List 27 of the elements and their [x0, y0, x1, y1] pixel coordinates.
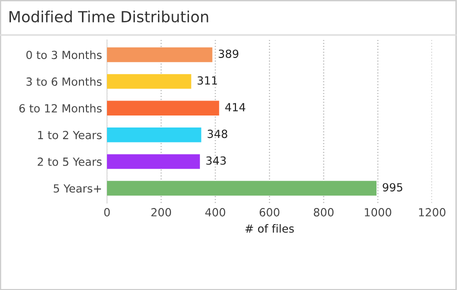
data-label: 414 — [225, 103, 246, 112]
y-tick-label: 5 Years+ — [54, 184, 101, 193]
bar — [107, 180, 376, 196]
chart-title: Modified Time Distribution — [10, 10, 208, 22]
x-tick-label: 600 — [260, 208, 280, 216]
data-label: 389 — [218, 50, 238, 58]
x-tick-label: 1200 — [419, 208, 446, 216]
data-label: 311 — [198, 76, 217, 85]
data-label: 343 — [206, 156, 226, 165]
bar — [107, 74, 192, 89]
bar — [107, 154, 200, 169]
x-tick-label: 400 — [205, 208, 226, 216]
y-tick-label: 2 to 5 Years — [38, 158, 102, 166]
y-tick-label: 0 to 3 Months — [26, 50, 102, 60]
x-tick-label: 200 — [151, 208, 172, 216]
y-tick-label: 3 to 6 Months — [26, 77, 102, 86]
data-label: 348 — [208, 130, 228, 138]
x-tick-label: 1000 — [364, 208, 392, 216]
bar — [107, 47, 212, 62]
y-tick-label: 6 to 12 Months — [19, 104, 102, 113]
bar — [107, 100, 220, 116]
y-tick-label: 1 to 2 Years — [38, 130, 102, 140]
x-axis-title: # of files — [245, 224, 294, 233]
data-label: 995 — [382, 183, 402, 192]
x-tick-label: 0 — [104, 208, 110, 216]
bar — [107, 128, 202, 142]
x-tick-label: 800 — [314, 208, 334, 216]
